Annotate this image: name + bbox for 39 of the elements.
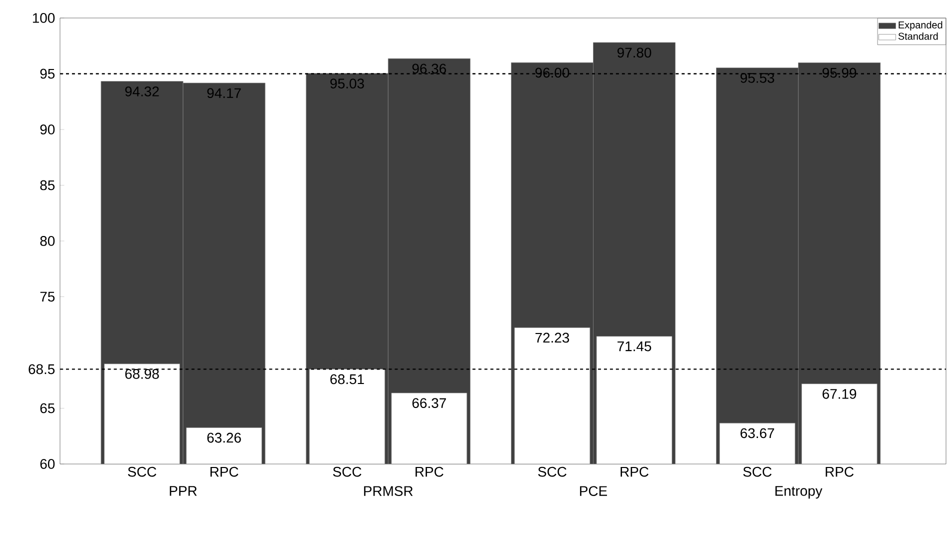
- data-label: 72.23: [536, 332, 570, 343]
- data-label: 96.00: [535, 68, 570, 78]
- legend-label: Expanded: [898, 21, 942, 30]
- x-tick-label: RPC: [416, 466, 444, 477]
- y-tick-label: 60: [40, 459, 55, 469]
- x-tick-label: RPC: [826, 466, 854, 477]
- text: Entropy: [775, 486, 822, 499]
- y-tick-label: 75: [40, 292, 55, 302]
- y-tick-label: 85: [40, 180, 55, 190]
- x-tick-label: SCC: [743, 466, 772, 477]
- data-label: 95.03: [330, 78, 364, 88]
- data-label: 95.53: [740, 73, 774, 83]
- data-label: 71.45: [618, 342, 652, 352]
- text: PPR: [170, 486, 197, 496]
- y-tick-label: 100: [32, 13, 55, 23]
- data-label: 67.19: [822, 388, 856, 399]
- y-tick-label: 80: [40, 236, 55, 246]
- data-label: 95.99: [822, 68, 856, 78]
- text: PRMSR: [364, 486, 413, 496]
- x-tick-label: SCC: [128, 466, 156, 477]
- x-tick-label: SCC: [538, 466, 566, 477]
- y-tick-label: 65: [40, 403, 55, 414]
- data-label: 96.36: [412, 64, 446, 74]
- data-label: 68.51: [330, 374, 364, 384]
- y-tick-label: 68.5: [28, 364, 55, 374]
- x-tick-label: RPC: [620, 466, 648, 477]
- data-label: 63.67: [740, 428, 774, 438]
- data-label: 97.80: [617, 48, 652, 58]
- y-tick-label: 90: [40, 124, 55, 134]
- data-label: 66.37: [412, 398, 446, 408]
- x-tick-label: SCC: [333, 466, 362, 477]
- x-tick-label: RPC: [210, 466, 238, 477]
- y-tick-label: 95: [40, 68, 55, 79]
- text: PCE: [580, 486, 607, 496]
- data-label: 94.17: [207, 88, 241, 98]
- data-label: 68.98: [125, 369, 159, 379]
- legend-label: Standard: [898, 32, 938, 40]
- data-label: 63.26: [207, 432, 241, 443]
- data-label: 94.32: [125, 86, 159, 96]
